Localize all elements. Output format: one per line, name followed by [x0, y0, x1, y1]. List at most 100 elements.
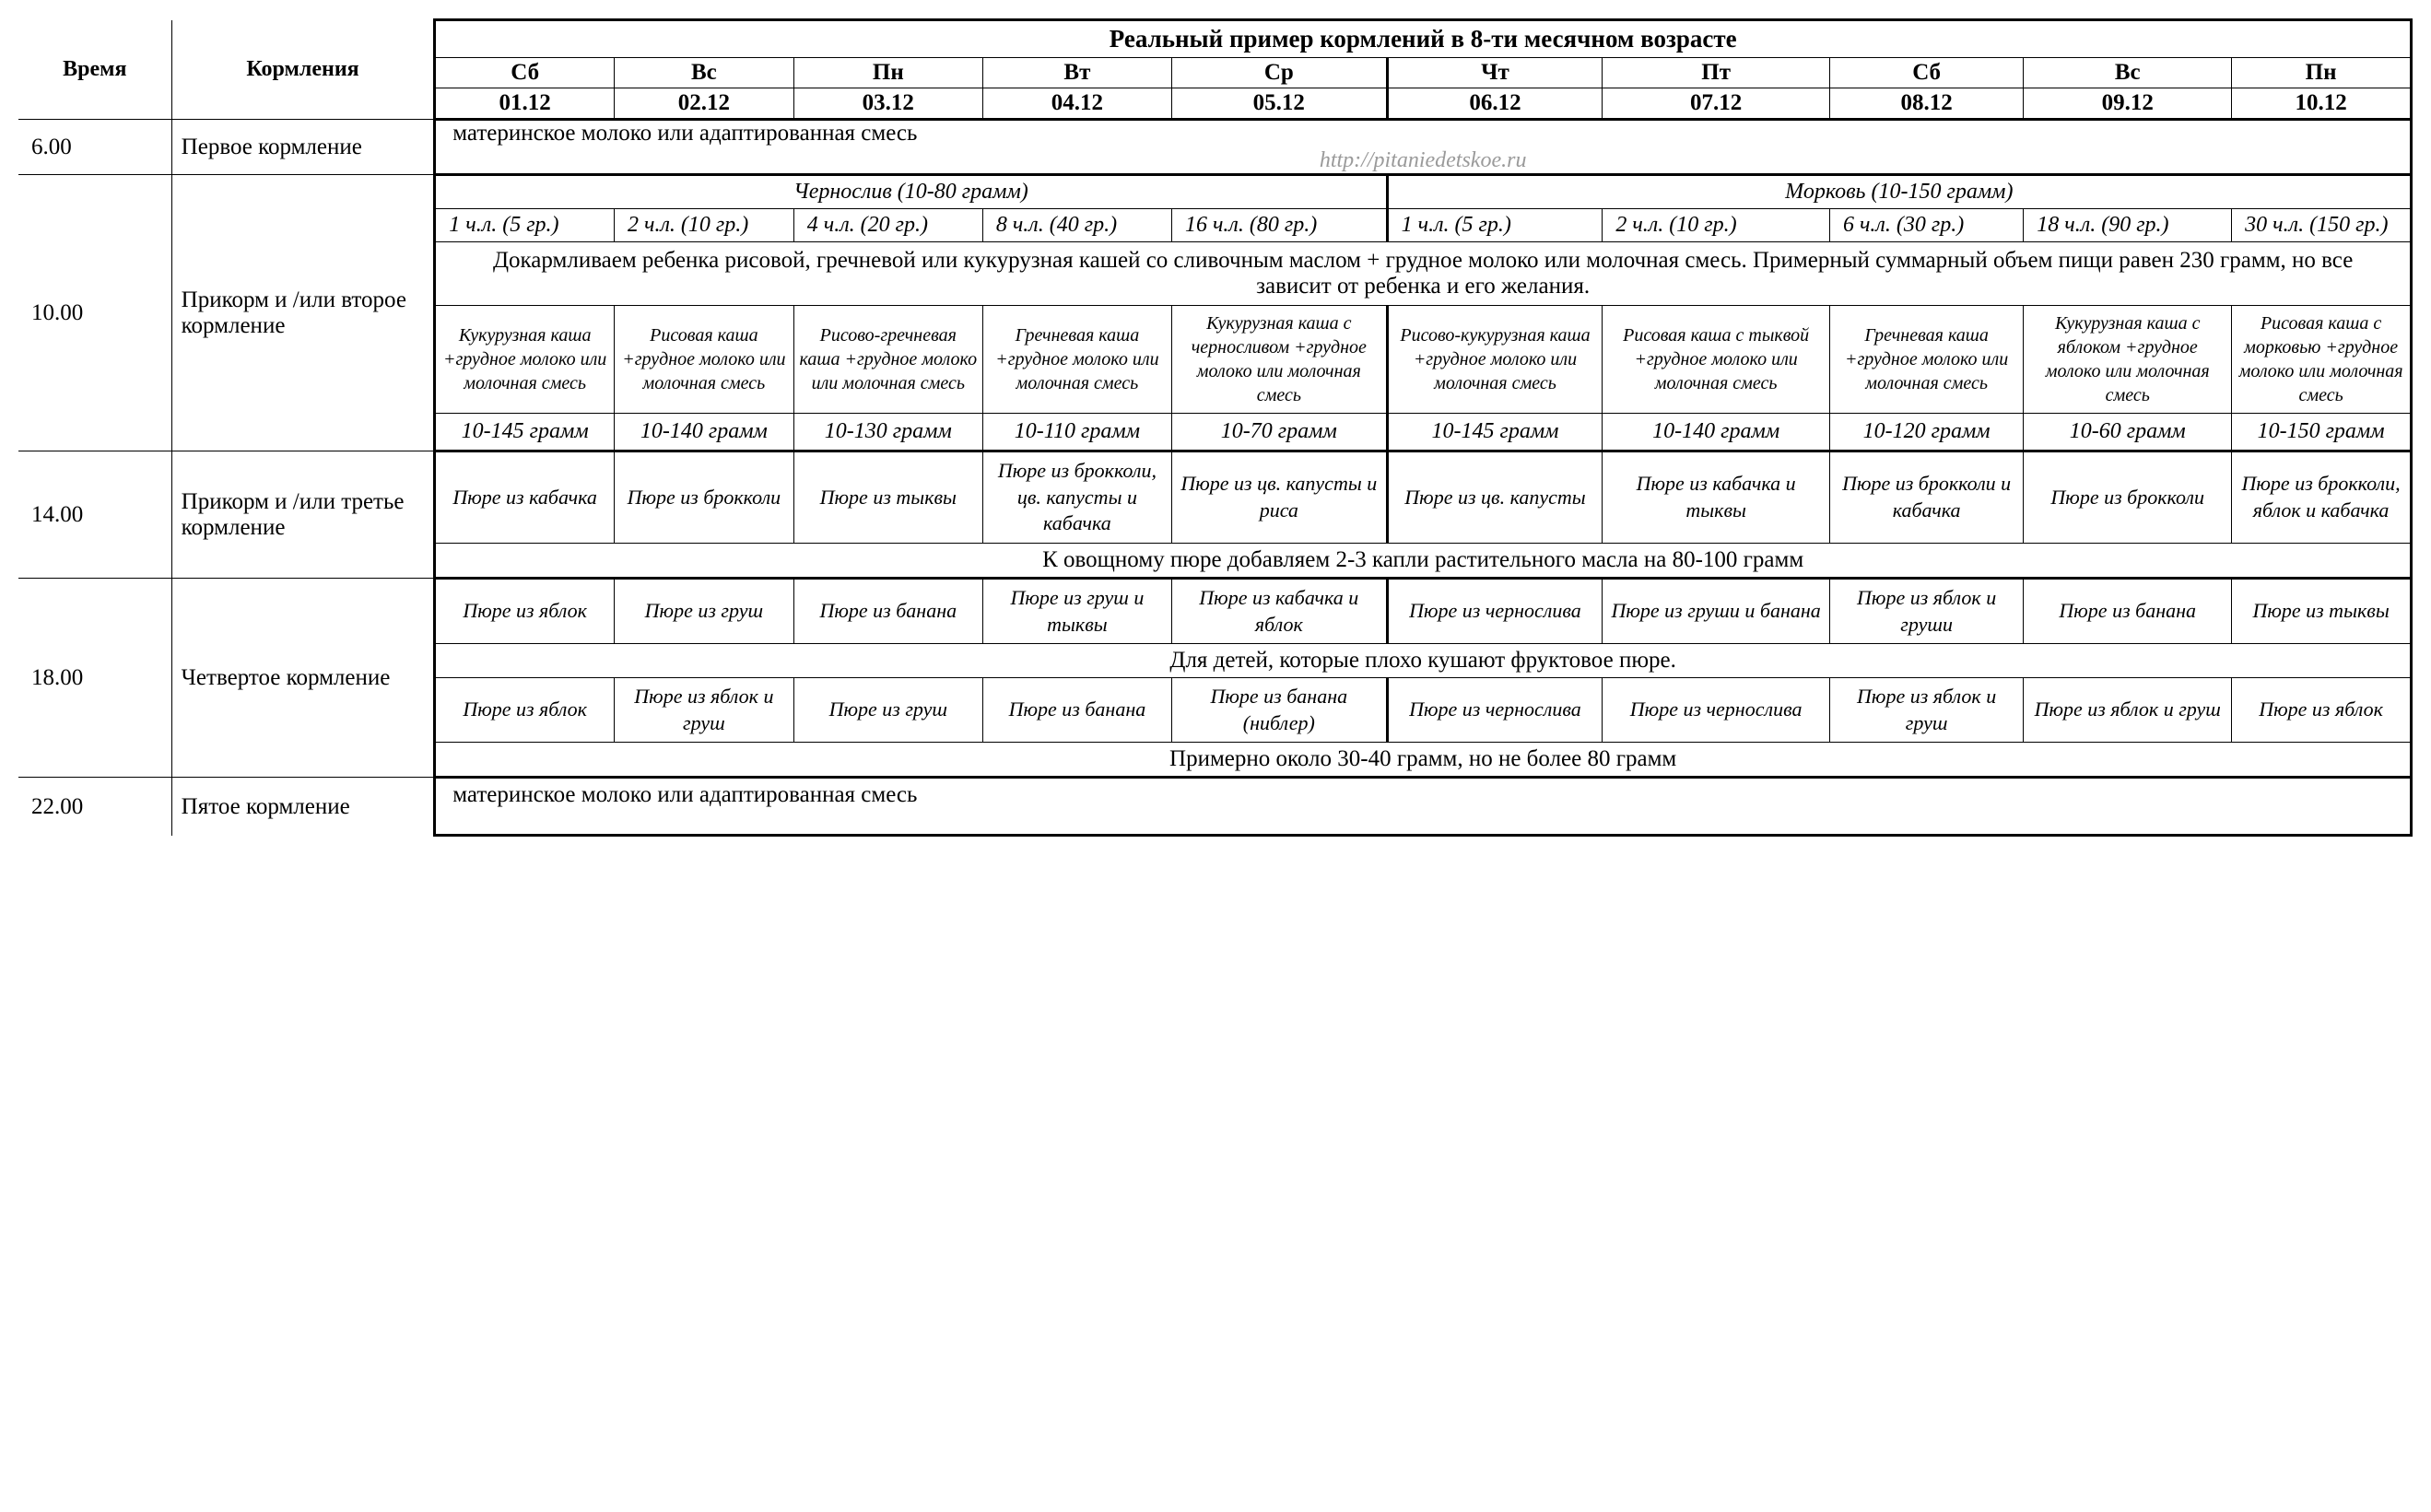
amount: 10-120 грамм: [1829, 414, 2023, 451]
row600-text: материнское молоко или адаптированная см…: [436, 121, 2410, 147]
col-header-time: Время: [18, 20, 171, 120]
time-cell: 6.00: [18, 120, 171, 175]
fruit: Пюре из яблок и груши: [1829, 578, 2023, 643]
feeding-name: Прикорм и /или третье кормление: [171, 451, 435, 579]
group1-label: Чернослив (10-80 грамм): [435, 175, 1387, 209]
row600-cell: материнское молоко или адаптированная см…: [435, 120, 2412, 175]
puree: Пюре из кабачка: [435, 451, 615, 544]
fruit: Пюре из груши и банана: [1603, 578, 1830, 643]
day-date: 02.12: [615, 88, 794, 120]
fruit2: Пюре из яблок: [2232, 678, 2412, 743]
amount: 10-150 грамм: [2232, 414, 2412, 451]
day-date: 01.12: [435, 88, 615, 120]
puree: Пюре из брокколи: [2024, 451, 2232, 544]
day-date: 07.12: [1603, 88, 1830, 120]
day-abbr: Пн: [793, 58, 982, 88]
kasha: Рисово-кукурузная каша +грудное молоко и…: [1387, 306, 1603, 414]
fruit: Пюре из яблок: [435, 578, 615, 643]
kasha: Рисовая каша с морковью +грудное молоко …: [2232, 306, 2412, 414]
portion: 2 ч.л. (10 гр.): [615, 209, 794, 242]
day-abbr: Пн: [2232, 58, 2412, 88]
amount: 10-110 грамм: [982, 414, 1171, 451]
puree: Пюре из брокколи, яблок и кабачка: [2232, 451, 2412, 544]
amount: 10-70 грамм: [1171, 414, 1387, 451]
puree: Пюре из цв. капусты и риса: [1171, 451, 1387, 544]
fruit2: Пюре из банана (ниблер): [1171, 678, 1387, 743]
feeding-schedule-table: Время Кормления Реальный пример кормлени…: [18, 18, 2413, 837]
amount: 10-140 грамм: [1603, 414, 1830, 451]
fruit2: Пюре из чернослива: [1387, 678, 1603, 743]
portion: 18 ч.л. (90 гр.): [2024, 209, 2232, 242]
fruit2: Пюре из яблок и груш: [1829, 678, 2023, 743]
kasha: Кукурузная каша +грудное молоко или моло…: [435, 306, 615, 414]
row2200-text: материнское молоко или адаптированная см…: [435, 778, 2412, 836]
row1800-mid-note: Для детей, которые плохо кушают фруктово…: [435, 644, 2412, 678]
group2-label: Морковь (10-150 грамм): [1387, 175, 2411, 209]
puree: Пюре из кабачка и тыквы: [1603, 451, 1830, 544]
feeding-name: Пятое кормление: [171, 778, 435, 836]
fruit2: Пюре из яблок и груш: [615, 678, 794, 743]
time-cell: 14.00: [18, 451, 171, 579]
fruit: Пюре из банана: [2024, 578, 2232, 643]
fruit2: Пюре из яблок и груш: [2024, 678, 2232, 743]
time-cell: 18.00: [18, 578, 171, 777]
puree: Пюре из цв. капусты: [1387, 451, 1603, 544]
day-abbr: Сб: [435, 58, 615, 88]
day-abbr: Вс: [615, 58, 794, 88]
time-cell: 10.00: [18, 175, 171, 451]
row1800-end-note: Примерно около 30-40 грамм, но не более …: [435, 743, 2412, 778]
day-date: 06.12: [1387, 88, 1603, 120]
day-date: 05.12: [1171, 88, 1387, 120]
fruit2: Пюре из чернослива: [1603, 678, 1830, 743]
portion: 6 ч.л. (30 гр.): [1829, 209, 2023, 242]
amount: 10-130 грамм: [793, 414, 982, 451]
day-abbr: Чт: [1387, 58, 1603, 88]
amount: 10-145 грамм: [1387, 414, 1603, 451]
portion: 30 ч.л. (150 гр.): [2232, 209, 2412, 242]
day-date: 10.12: [2232, 88, 2412, 120]
portion: 8 ч.л. (40 гр.): [982, 209, 1171, 242]
row1400-note: К овощному пюре добавляем 2-3 капли раст…: [435, 543, 2412, 578]
fruit: Пюре из банана: [793, 578, 982, 643]
kasha: Рисовая каша +грудное молоко или молочна…: [615, 306, 794, 414]
puree: Пюре из тыквы: [793, 451, 982, 544]
kasha: Гречневая каша +грудное молоко или молоч…: [1829, 306, 2023, 414]
puree: Пюре из брокколи, цв. капусты и кабачка: [982, 451, 1171, 544]
fruit2: Пюре из яблок: [435, 678, 615, 743]
day-abbr: Вт: [982, 58, 1171, 88]
day-abbr: Ср: [1171, 58, 1387, 88]
amount: 10-145 грамм: [435, 414, 615, 451]
feeding-name: Первое кормление: [171, 120, 435, 175]
puree: Пюре из брокколи: [615, 451, 794, 544]
day-date: 08.12: [1829, 88, 2023, 120]
portion: 4 ч.л. (20 гр.): [793, 209, 982, 242]
fruit2: Пюре из груш: [793, 678, 982, 743]
day-date: 09.12: [2024, 88, 2232, 120]
day-abbr: Сб: [1829, 58, 2023, 88]
table-title: Реальный пример кормлений в 8-ти месячно…: [435, 20, 2412, 58]
kasha: Гречневая каша +грудное молоко или молоч…: [982, 306, 1171, 414]
fruit: Пюре из тыквы: [2232, 578, 2412, 643]
fruit2: Пюре из банана: [982, 678, 1171, 743]
portion: 2 ч.л. (10 гр.): [1603, 209, 1830, 242]
fruit: Пюре из кабачка и яблок: [1171, 578, 1387, 643]
feeding-name: Прикорм и /или второе кормление: [171, 175, 435, 451]
day-abbr: Вс: [2024, 58, 2232, 88]
fruit: Пюре из груш и тыквы: [982, 578, 1171, 643]
feeding-name: Четвертое кормление: [171, 578, 435, 777]
amount: 10-60 грамм: [2024, 414, 2232, 451]
day-abbr: Пт: [1603, 58, 1830, 88]
watermark: http://pitaniedetskoe.ru: [436, 147, 2410, 173]
row1000-note: Докармливаем ребенка рисовой, гречневой …: [435, 242, 2412, 306]
portion: 1 ч.л. (5 гр.): [1387, 209, 1603, 242]
portion: 1 ч.л. (5 гр.): [435, 209, 615, 242]
day-date: 03.12: [793, 88, 982, 120]
kasha: Кукурузная каша с яблоком +грудное молок…: [2024, 306, 2232, 414]
puree: Пюре из брокколи и кабачка: [1829, 451, 2023, 544]
kasha: Кукурузная каша с черносливом +грудное м…: [1171, 306, 1387, 414]
kasha: Рисовая каша с тыквой +грудное молоко ил…: [1603, 306, 1830, 414]
kasha: Рисово-гречневая каша +грудное молоко ил…: [793, 306, 982, 414]
time-cell: 22.00: [18, 778, 171, 836]
col-header-feeding: Кормления: [171, 20, 435, 120]
fruit: Пюре из груш: [615, 578, 794, 643]
